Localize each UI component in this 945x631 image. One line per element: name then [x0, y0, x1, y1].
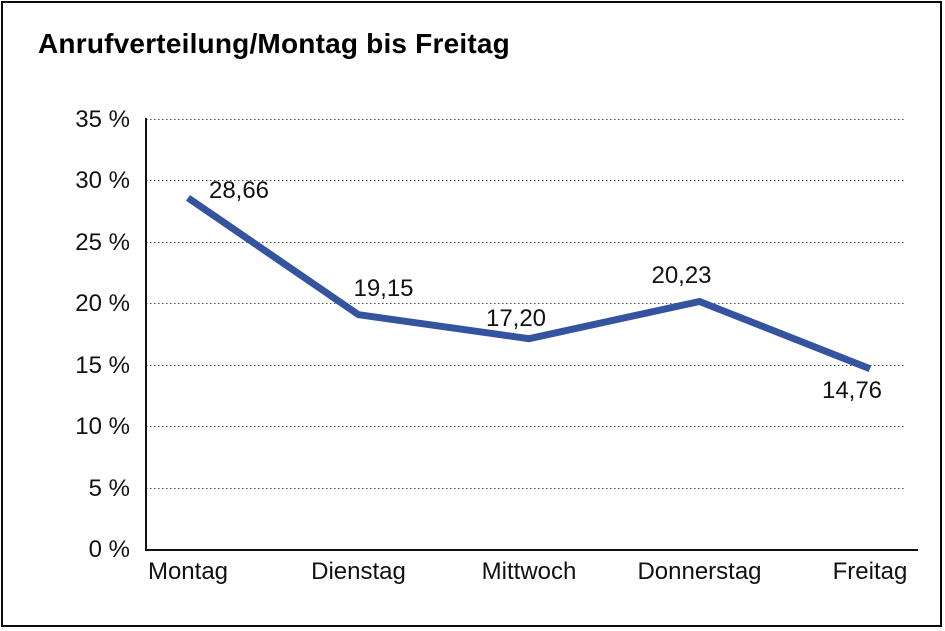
- y-tick-label: 15 %: [75, 351, 130, 379]
- gridline-15: [146, 364, 906, 367]
- gridline-35: [146, 119, 906, 121]
- gridline-5: [146, 487, 906, 490]
- y-tick-label: 10 %: [75, 413, 130, 441]
- data-label-freitag: 14,76: [821, 376, 883, 404]
- data-label-donnerstag: 20,23: [651, 262, 712, 290]
- gridline-25: [146, 241, 906, 244]
- data-label-montag: 28,66: [208, 176, 270, 204]
- gridline-20: [146, 303, 906, 306]
- chart-title: Anrufverteilung/Montag bis Freitag: [38, 28, 510, 59]
- data-label-dienstag: 19,15: [353, 274, 414, 302]
- gridline-30: [146, 180, 906, 183]
- data-label-mittwoch: 17,20: [485, 304, 547, 332]
- y-tick-label: 35 %: [75, 106, 130, 133]
- y-tick-label: 5 %: [88, 474, 130, 502]
- x-category-label: Freitag: [832, 558, 908, 585]
- gridline-10: [146, 426, 906, 429]
- x-category-label: Montag: [147, 558, 229, 585]
- y-axis-line: [145, 118, 147, 551]
- x-axis-line: [145, 549, 918, 551]
- y-tick-label: 30 %: [75, 167, 130, 195]
- x-category-label: Mittwoch: [481, 558, 577, 585]
- call-distribution-line: [186, 195, 872, 372]
- y-tick-label: 20 %: [75, 290, 130, 318]
- x-category-label: Dienstag: [311, 558, 406, 585]
- y-tick-label: 0 %: [88, 536, 130, 563]
- x-category-label: Donnerstag: [637, 558, 762, 585]
- y-tick-label: 25 %: [75, 228, 130, 256]
